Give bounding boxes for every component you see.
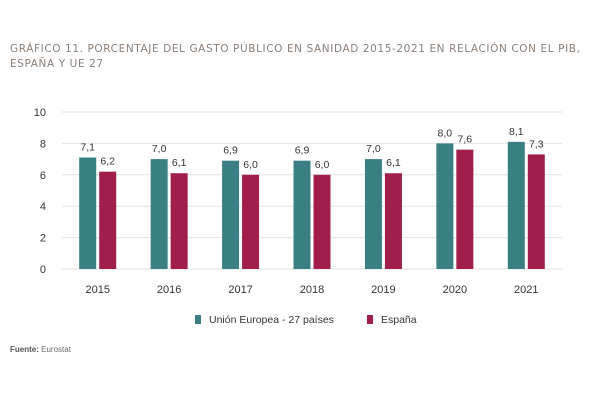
y-tick-label: 8 <box>40 138 46 150</box>
data-label: 6,1 <box>386 157 401 169</box>
data-label: 7,0 <box>152 143 167 155</box>
y-axis: 0 2 4 6 8 10 <box>34 107 46 276</box>
legend-swatch-espana <box>367 315 373 324</box>
bar-eu27-2016 <box>150 159 168 269</box>
x-axis: 2015 2016 2017 2018 2019 2020 2021 <box>85 284 538 296</box>
bar-espana-2020 <box>456 149 474 269</box>
source-label: Fuente: <box>10 345 39 354</box>
data-label: 6,9 <box>223 145 238 157</box>
legend-swatch-eu27 <box>195 315 201 324</box>
data-label: 6,0 <box>315 159 330 171</box>
legend-label-eu27: Unión Europea - 27 países <box>209 314 334 326</box>
x-tick-label: 2020 <box>443 284 467 296</box>
data-label: 6,9 <box>295 145 310 157</box>
bar-espana-2017 <box>242 174 260 269</box>
x-tick-label: 2015 <box>85 284 109 296</box>
x-tick-label: 2019 <box>371 284 395 296</box>
legend-label-espana: España <box>381 314 417 326</box>
y-tick-label: 10 <box>34 107 46 119</box>
x-tick-label: 2018 <box>300 284 324 296</box>
y-tick-label: 0 <box>40 264 46 276</box>
data-label: 7,3 <box>529 138 544 150</box>
bar-eu27-2017 <box>222 160 240 269</box>
bar-espana-2021 <box>527 154 545 269</box>
data-label: 7,0 <box>366 143 381 155</box>
source-value: Eurostat <box>41 345 71 354</box>
data-label: 8,1 <box>509 126 524 138</box>
data-label: 7,1 <box>80 142 95 154</box>
bar-eu27-2019 <box>364 159 382 269</box>
bar-eu27-2020 <box>436 143 454 269</box>
data-label: 6,2 <box>100 156 115 168</box>
bar-eu27-2015 <box>79 157 97 269</box>
data-label: 6,0 <box>243 159 258 171</box>
gridlines <box>62 111 562 270</box>
x-tick-label: 2016 <box>157 284 181 296</box>
y-tick-label: 4 <box>40 201 46 213</box>
y-tick-label: 2 <box>40 233 46 245</box>
data-label: 7,6 <box>458 134 473 146</box>
x-tick-label: 2017 <box>228 284 252 296</box>
data-labels: 7,1 6,2 7,0 6,1 6,9 6,0 6,9 6,0 7,0 6,1 8,0 7,6 8,1 7… <box>80 126 543 171</box>
source-note: Fuente: Eurostat <box>10 345 71 354</box>
data-label: 6,1 <box>172 157 187 169</box>
bar-espana-2016 <box>170 173 188 269</box>
legend: Unión Europea - 27 países España <box>195 314 417 326</box>
y-tick-label: 6 <box>40 170 46 182</box>
bar-eu27-2018 <box>293 160 311 269</box>
bar-espana-2015 <box>99 171 117 269</box>
bar-espana-2019 <box>384 173 402 269</box>
data-label: 8,0 <box>438 127 453 139</box>
bar-eu27-2021 <box>507 141 525 269</box>
x-tick-label: 2021 <box>514 284 538 296</box>
bars <box>79 141 545 269</box>
bar-espana-2018 <box>313 174 331 269</box>
chart-title: GRÁFICO 11. PORCENTAJE DEL GASTO PÚBLICO… <box>10 43 581 70</box>
